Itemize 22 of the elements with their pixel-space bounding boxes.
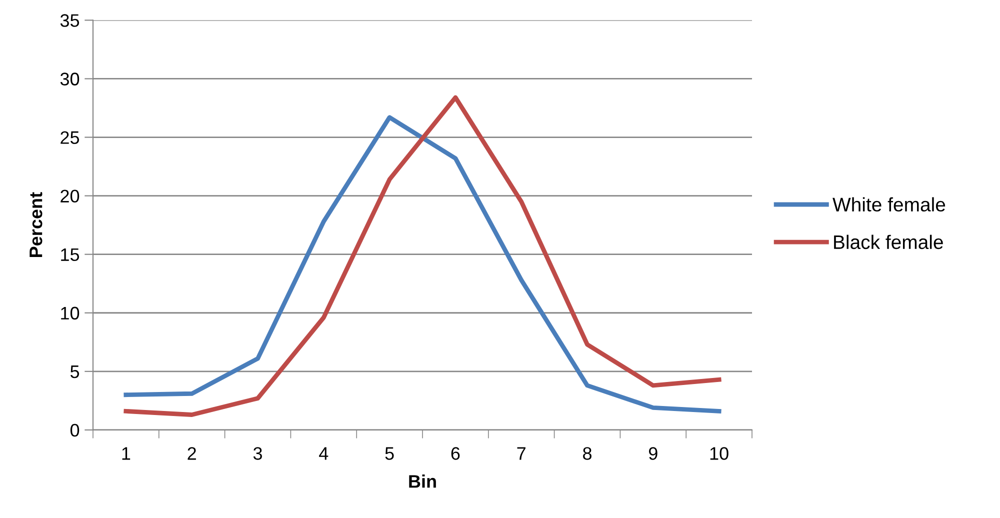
y-tick-label: 5 — [70, 366, 80, 378]
x-tick-label: 4 — [319, 447, 328, 460]
x-tick-label: 5 — [385, 447, 394, 460]
y-tick-label: 20 — [60, 190, 80, 203]
x-tick-label: 8 — [583, 447, 592, 460]
y-tick-label: 35 — [60, 14, 80, 27]
x-tick-label: 10 — [710, 447, 728, 460]
y-tick-label: 15 — [61, 248, 80, 262]
x-tick-label: 7 — [517, 447, 526, 460]
y-axis-title: Percent — [30, 192, 42, 257]
y-tick-label: 25 — [60, 131, 80, 144]
x-tick-label: 3 — [253, 447, 262, 460]
legend-label: Black female — [834, 234, 943, 250]
x-axis-title: Bin — [409, 474, 436, 488]
x-tick-label: 2 — [188, 447, 196, 460]
y-tick-label: 0 — [70, 424, 80, 437]
legend-label: White female — [832, 197, 946, 212]
y-tick-label: 30 — [60, 72, 80, 86]
x-tick-label: 9 — [648, 447, 658, 460]
x-tick-label: 1 — [122, 447, 130, 460]
x-tick-label: 6 — [451, 447, 460, 460]
y-tick-label: 10 — [61, 306, 80, 320]
